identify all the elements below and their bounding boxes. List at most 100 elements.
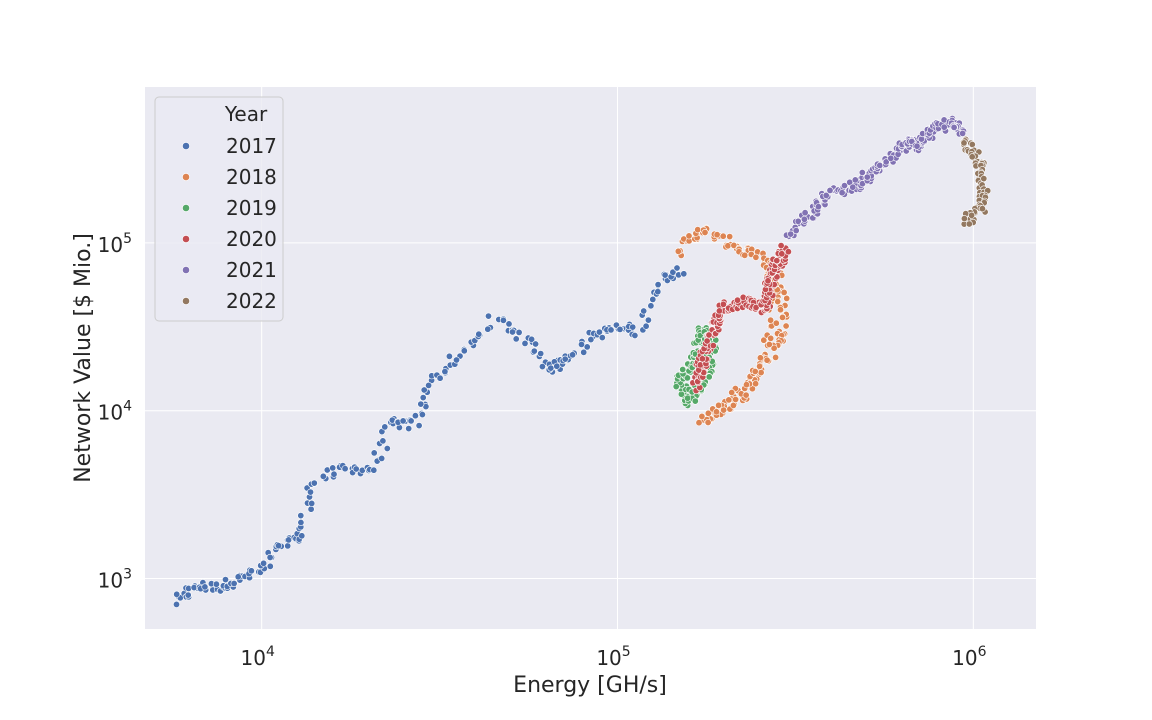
data-point-2017 <box>649 295 657 303</box>
data-point-2018 <box>713 231 721 239</box>
data-point-2020 <box>719 300 727 308</box>
data-point-2022 <box>960 215 968 223</box>
data-point-2017 <box>411 412 419 420</box>
y-tick-label: 104 <box>98 399 132 425</box>
legend-box <box>154 96 284 322</box>
data-point-2017 <box>234 573 242 581</box>
data-point-2017 <box>547 364 555 372</box>
data-point-2017 <box>297 512 305 520</box>
data-point-2018 <box>701 229 709 237</box>
data-point-2018 <box>763 356 771 364</box>
data-point-2017 <box>460 347 468 355</box>
data-point-2020 <box>733 296 741 304</box>
data-point-2017 <box>629 323 637 331</box>
data-point-2020 <box>784 248 792 256</box>
data-point-2017 <box>631 331 639 339</box>
data-point-2021 <box>814 203 822 211</box>
data-point-2017 <box>173 590 181 598</box>
data-point-2022 <box>968 211 976 219</box>
data-point-2018 <box>725 396 733 404</box>
x-axis-label: Energy [GH/s] <box>513 673 667 698</box>
data-point-2021 <box>876 161 884 169</box>
data-point-2020 <box>773 273 781 281</box>
data-point-2021 <box>849 183 857 191</box>
legend-label-2018: 2018 <box>226 165 277 189</box>
data-point-2017 <box>452 356 460 364</box>
data-point-2019 <box>679 365 687 373</box>
data-point-2020 <box>703 337 711 345</box>
legend-label-2019: 2019 <box>226 196 277 220</box>
data-point-2017 <box>577 340 585 348</box>
data-point-2018 <box>770 344 778 352</box>
data-point-2017 <box>537 350 545 358</box>
data-point-2017 <box>212 580 220 588</box>
data-point-2018 <box>756 354 764 362</box>
data-point-2021 <box>913 142 921 150</box>
data-point-2017 <box>445 352 453 360</box>
data-point-2021 <box>800 215 808 223</box>
data-point-2018 <box>694 226 702 234</box>
data-point-2017 <box>173 600 181 608</box>
data-point-2018 <box>720 406 728 414</box>
data-point-2018 <box>741 251 749 259</box>
legend-label-2017: 2017 <box>226 134 277 158</box>
data-point-2017 <box>642 322 650 330</box>
data-point-2017 <box>553 362 561 370</box>
data-point-2017 <box>661 271 669 279</box>
legend-marker-2018 <box>182 173 190 181</box>
data-point-2018 <box>704 418 712 426</box>
data-point-2021 <box>940 123 948 131</box>
data-point-2017 <box>669 268 677 276</box>
data-point-2017 <box>528 335 536 343</box>
data-point-2018 <box>780 288 788 296</box>
data-point-2017 <box>352 465 360 473</box>
data-point-2020 <box>739 293 747 301</box>
data-point-2017 <box>425 381 433 389</box>
data-point-2022 <box>968 153 976 161</box>
data-point-2017 <box>436 374 444 382</box>
data-point-2017 <box>383 444 391 452</box>
data-point-2018 <box>698 412 706 420</box>
data-point-2017 <box>201 583 209 591</box>
data-point-2018 <box>757 369 765 377</box>
data-point-2017 <box>260 559 268 567</box>
data-point-2020 <box>764 277 772 285</box>
data-point-2017 <box>607 326 615 334</box>
data-point-2017 <box>598 334 606 342</box>
data-point-2020 <box>705 331 713 339</box>
legend-label-2021: 2021 <box>226 258 277 282</box>
data-point-2021 <box>858 169 866 177</box>
x-tick-label: 105 <box>596 644 630 670</box>
data-points <box>173 115 992 608</box>
data-point-2021 <box>950 123 958 131</box>
data-point-2018 <box>751 367 759 375</box>
data-point-2022 <box>978 205 986 213</box>
data-point-2017 <box>306 488 314 496</box>
data-point-2018 <box>685 232 693 240</box>
data-point-2018 <box>712 408 720 416</box>
data-point-2017 <box>475 330 483 338</box>
data-point-2017 <box>399 417 407 425</box>
data-point-2018 <box>756 362 764 370</box>
legend-marker-2020 <box>182 235 190 243</box>
data-point-2017 <box>569 351 577 359</box>
data-point-2017 <box>441 368 449 376</box>
data-point-2017 <box>308 499 316 507</box>
data-point-2018 <box>674 247 682 255</box>
data-point-2018 <box>774 298 782 306</box>
data-point-2018 <box>728 388 736 396</box>
data-point-2018 <box>732 395 740 403</box>
legend-marker-2017 <box>182 142 190 150</box>
data-point-2017 <box>284 542 292 550</box>
data-point-2021 <box>851 176 859 184</box>
data-point-2017 <box>484 325 492 333</box>
data-point-2018 <box>752 253 760 261</box>
data-point-2017 <box>417 400 425 408</box>
data-point-2020 <box>709 342 717 350</box>
data-point-2021 <box>863 173 871 181</box>
legend: Year 2017 2018 2019 2020 2021 2022 <box>154 96 284 322</box>
x-tick-labels: 104 105 106 <box>240 644 986 670</box>
data-point-2021 <box>801 209 809 217</box>
data-point-2022 <box>968 141 976 149</box>
data-point-2022 <box>960 139 968 147</box>
